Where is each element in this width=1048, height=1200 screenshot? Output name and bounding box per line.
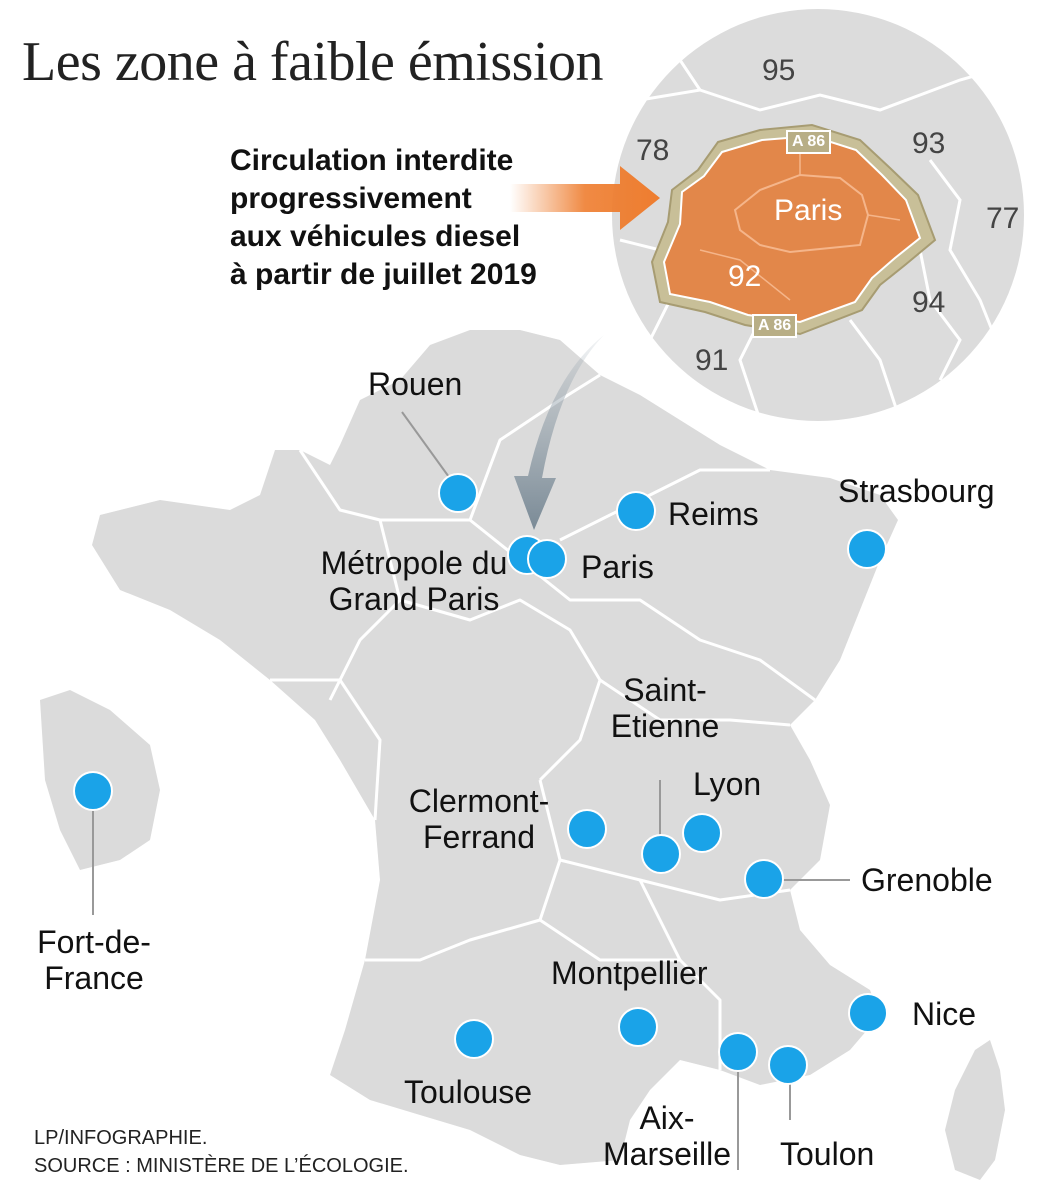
- corsica-shape: [945, 1040, 1005, 1180]
- callout-line: à partir de juillet 2019: [230, 258, 537, 291]
- label-saint-etienne: Saint- Etienne: [595, 672, 735, 744]
- marker-strasbourg: [847, 529, 887, 569]
- dept-93: 93: [912, 127, 946, 160]
- label-line: Métropole du: [320, 545, 508, 581]
- label-paris: Paris: [581, 549, 654, 585]
- label-line: Ferrand: [422, 819, 536, 855]
- dept-91: 91: [695, 344, 729, 377]
- label-nice: Nice: [912, 996, 977, 1032]
- label-grenoble: Grenoble: [861, 862, 993, 898]
- label-reims: Reims: [668, 496, 759, 532]
- callout-line: Circulation interdite: [230, 144, 514, 177]
- source-line: SOURCE : MINISTÈRE DE L’ÉCOLOGIE.: [34, 1155, 409, 1177]
- label-lyon: Lyon: [693, 766, 762, 802]
- label-line: France: [44, 960, 144, 996]
- label-line: Marseille: [602, 1136, 732, 1172]
- callout-line: progressivement: [230, 182, 472, 215]
- callout-line: aux véhicules diesel: [230, 220, 521, 253]
- marker-saint-etienne: [641, 834, 681, 874]
- label-line: Aix-: [639, 1100, 695, 1136]
- marker-aix-marseille: [718, 1032, 758, 1072]
- marker-reims: [616, 491, 656, 531]
- label-metropole: Métropole du Grand Paris: [302, 545, 526, 617]
- source-credit: LP/INFOGRAPHIE. SOURCE : MINISTÈRE DE L’…: [34, 1124, 409, 1180]
- region-borders: [270, 373, 816, 1070]
- label-line: Saint-: [623, 672, 707, 708]
- marker-montpellier: [618, 1007, 658, 1047]
- dept-95: 95: [762, 54, 796, 87]
- dept-78: 78: [636, 134, 670, 167]
- paris-boundary: [733, 173, 870, 254]
- marker-paris: [527, 539, 567, 579]
- zoom-arrow: [514, 335, 604, 530]
- callout-arrow: [510, 166, 660, 230]
- city-markers: [73, 473, 888, 1085]
- label-toulouse: Toulouse: [404, 1074, 533, 1110]
- marker-rouen: [438, 473, 478, 513]
- marker-toulon: [768, 1045, 808, 1085]
- mainland-france-shape: [92, 330, 898, 1165]
- label-toulon: Toulon: [780, 1136, 875, 1172]
- label-aix-marseille: Aix- Marseille: [592, 1100, 742, 1172]
- label-line: Etienne: [610, 708, 720, 744]
- callout-text: Circulation interdite progressivement au…: [230, 142, 537, 294]
- marker-grenoble: [744, 859, 784, 899]
- marker-toulouse: [454, 1019, 494, 1059]
- label-rouen: Rouen: [368, 366, 463, 402]
- page-title: Les zone à faible émission: [22, 31, 604, 93]
- marker-nice: [848, 993, 888, 1033]
- label-line: Fort-de-: [37, 924, 151, 960]
- a86-label-bottom: A 86: [752, 314, 798, 338]
- label-strasbourg: Strasbourg: [838, 473, 995, 509]
- label-clermont: Clermont- Ferrand: [394, 783, 564, 855]
- leader-lines: [92, 411, 850, 1170]
- label-line: Grand Paris: [328, 581, 500, 617]
- label-fort-de-france: Fort-de- France: [14, 924, 174, 996]
- dept-94: 94: [912, 286, 946, 319]
- a86-label-top: A 86: [786, 130, 832, 154]
- dept-77: 77: [986, 202, 1020, 235]
- marker-clermont: [567, 809, 607, 849]
- label-montpellier: Montpellier: [551, 955, 708, 991]
- inset-92-label: 92: [728, 260, 762, 293]
- low-emission-zone: [662, 134, 922, 324]
- marker-fort-de-france: [73, 771, 113, 811]
- inset-paris-label: Paris: [774, 194, 843, 227]
- label-line: Clermont-: [408, 783, 550, 819]
- credit-line: LP/INFOGRAPHIE.: [34, 1127, 208, 1149]
- marker-lyon: [682, 813, 722, 853]
